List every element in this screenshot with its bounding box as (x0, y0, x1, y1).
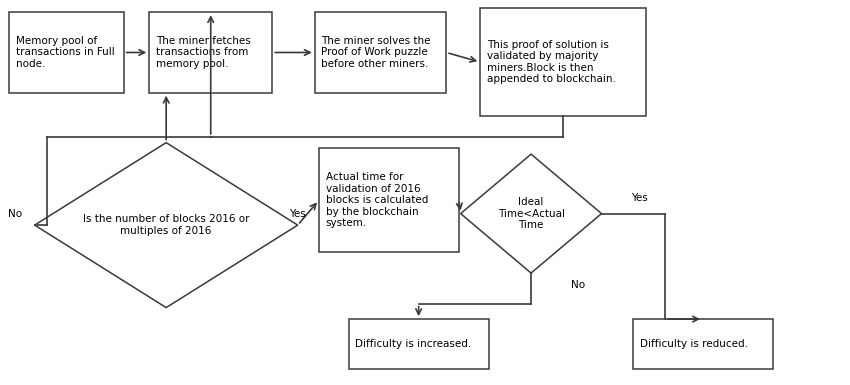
Text: This proof of solution is
validated by majority
miners.Block is then
appended to: This proof of solution is validated by m… (487, 40, 615, 84)
FancyBboxPatch shape (633, 319, 773, 369)
Text: Difficulty is increased.: Difficulty is increased. (355, 339, 472, 349)
FancyBboxPatch shape (319, 148, 459, 252)
FancyBboxPatch shape (480, 8, 646, 116)
Text: Is the number of blocks 2016 or
multiples of 2016: Is the number of blocks 2016 or multiple… (83, 214, 249, 236)
Text: Yes: Yes (289, 209, 306, 219)
FancyBboxPatch shape (314, 12, 446, 93)
Text: Memory pool of
transactions in Full
node.: Memory pool of transactions in Full node… (16, 36, 115, 69)
FancyBboxPatch shape (9, 12, 124, 93)
Text: Yes: Yes (632, 193, 648, 203)
Text: Actual time for
validation of 2016
blocks is calculated
by the blockchain
system: Actual time for validation of 2016 block… (326, 172, 428, 228)
Text: No: No (570, 280, 585, 290)
Polygon shape (461, 154, 602, 273)
Text: Difficulty is reduced.: Difficulty is reduced. (640, 339, 748, 349)
Text: The miner solves the
Proof of Work puzzle
before other miners.: The miner solves the Proof of Work puzzl… (321, 36, 431, 69)
Text: The miner fetches
transactions from
memory pool.: The miner fetches transactions from memo… (156, 36, 251, 69)
Polygon shape (35, 142, 298, 308)
Text: Ideal
Time<Actual
Time: Ideal Time<Actual Time (497, 197, 564, 230)
FancyBboxPatch shape (348, 319, 489, 369)
FancyBboxPatch shape (150, 12, 272, 93)
Text: No: No (8, 209, 22, 219)
